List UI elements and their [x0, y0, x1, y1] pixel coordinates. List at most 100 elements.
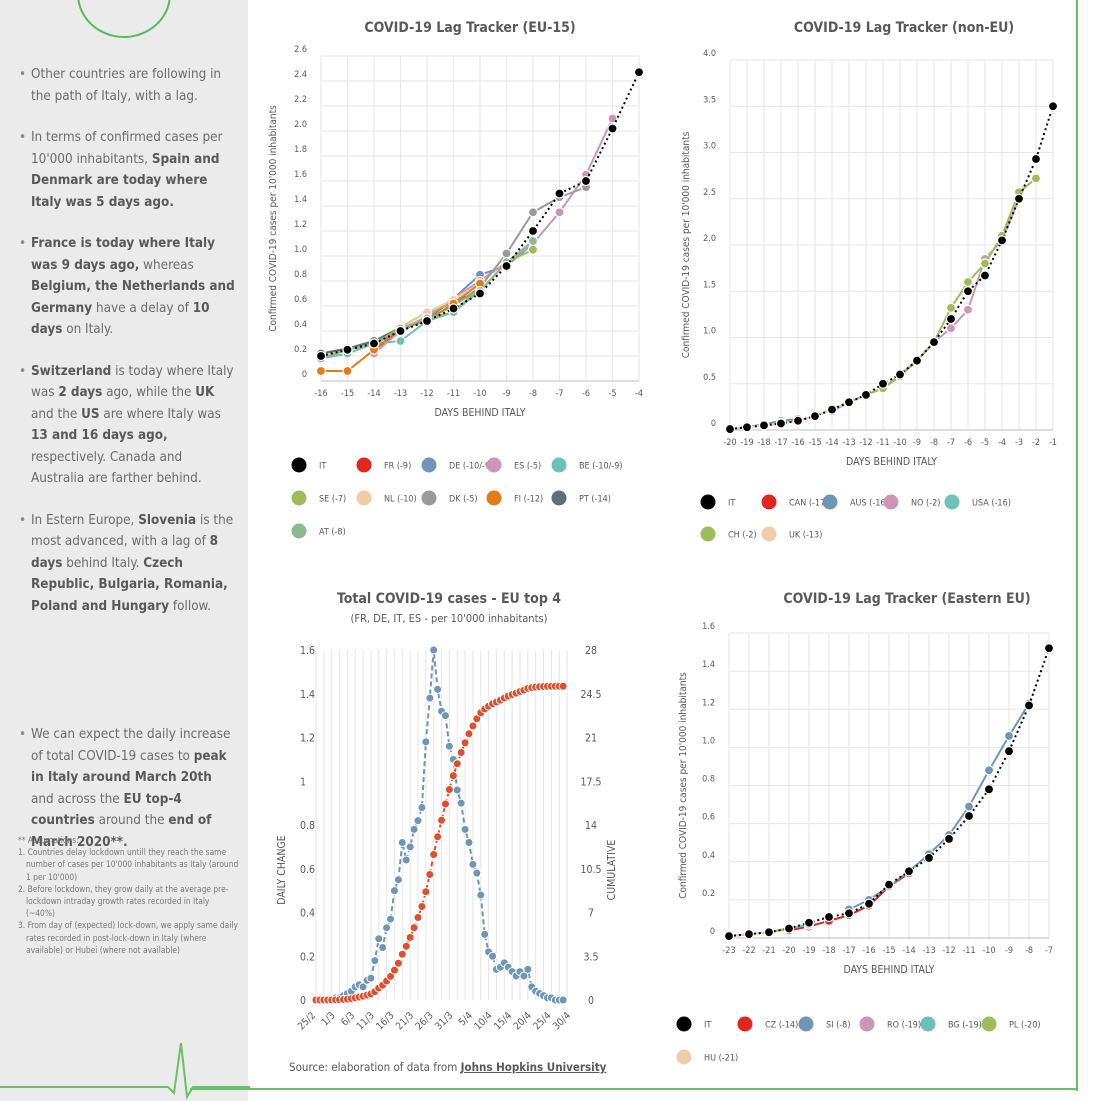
legend-label: CH (-2)	[728, 531, 757, 541]
data-point	[429, 850, 439, 859]
source-link[interactable]: Johns Hopkins University	[460, 1060, 607, 1074]
series-line	[729, 105, 1054, 431]
y2-tick-label: 21	[585, 733, 597, 745]
data-point	[444, 785, 454, 794]
y-tick-label: 1.8	[294, 145, 307, 155]
data-point	[378, 943, 388, 952]
y-tick-label: 1.2	[300, 733, 315, 745]
data-point	[433, 832, 443, 842]
x-tick-label: -19	[802, 946, 815, 956]
data-point	[826, 404, 838, 415]
x-tick-label: 25/2	[296, 1010, 318, 1032]
bullet-5: In Estern Europe, Slovenia is the most a…	[19, 510, 238, 618]
legend-label: CAN (-17)	[789, 499, 828, 509]
y-tick-label: 1.4	[300, 689, 315, 701]
x-tick-label: 26/3	[414, 1010, 436, 1032]
y-axis-title: Confirmed COVID-19 cases per 10'000 inha…	[681, 131, 692, 358]
data-point	[558, 681, 568, 691]
data-point	[1043, 643, 1055, 654]
x-tick-label: -8	[930, 438, 938, 448]
data-point	[342, 344, 353, 355]
data-point	[464, 838, 474, 847]
data-point	[558, 995, 568, 1005]
y-axis-title: DAILY CHANGE	[276, 835, 288, 905]
y-tick-label: 1.0	[703, 327, 716, 337]
data-point	[792, 415, 804, 426]
legend-marker	[859, 1016, 875, 1032]
legend-label: BE (-10/-9)	[579, 462, 623, 472]
source-note: Source: elaboration of data from Johns H…	[289, 1060, 606, 1074]
data-point	[580, 175, 592, 187]
data-point	[448, 771, 458, 781]
data-point	[523, 964, 533, 974]
data-point	[877, 378, 889, 389]
y-tick-label: 1.6	[702, 622, 715, 632]
data-point	[963, 810, 975, 822]
x-tick-label: 10/4	[473, 1010, 495, 1032]
frame-border-bottom	[190, 1088, 1078, 1090]
legend-marker	[356, 457, 372, 473]
data-point	[758, 420, 770, 431]
x-tick-label: -13	[394, 389, 407, 399]
data-point	[501, 248, 512, 259]
chart-top4: Total COVID-19 cases - EU top 4 (FR, DE, …	[276, 591, 618, 1032]
data-point	[401, 855, 411, 865]
data-point	[823, 911, 835, 923]
x-tick-label: -4	[998, 438, 1006, 448]
x-tick-label: -7	[1045, 946, 1053, 956]
data-point	[962, 276, 974, 288]
assumption-2: 2. Before lockdown, they grow daily at t…	[18, 883, 229, 919]
data-point	[741, 422, 753, 433]
bullet-4: Switzerland is today where Italy was 2 d…	[19, 361, 238, 490]
x-tick-label: -5	[608, 389, 616, 399]
x-tick-label: -15	[341, 389, 354, 399]
x-tick-label: -1	[1049, 438, 1057, 448]
y-tick-label: 0.4	[294, 320, 307, 330]
data-point	[393, 875, 403, 885]
x-tick-label: -13	[922, 946, 935, 956]
y-tick-label: 0.8	[300, 820, 315, 832]
data-point	[401, 941, 411, 951]
frame-border-right	[1076, 0, 1078, 1091]
legend-label: SI (-8)	[826, 1021, 851, 1031]
data-point	[440, 711, 450, 721]
data-point	[763, 927, 775, 938]
legend-marker	[981, 1016, 997, 1032]
legend-label: USA (-16)	[972, 499, 1011, 509]
data-point	[468, 859, 478, 869]
x-axis-title: DAYS BEHIND ITALY	[434, 407, 525, 419]
x-tick-label: -17	[774, 438, 787, 448]
y-tick-label: 1.4	[294, 195, 307, 205]
data-point	[724, 423, 736, 435]
data-point	[607, 113, 618, 124]
x-tick-label: 25/4	[531, 1010, 553, 1032]
data-point	[883, 879, 895, 890]
y2-tick-label: 10.5	[580, 864, 601, 876]
data-point	[923, 852, 935, 864]
legend-marker	[761, 494, 777, 510]
chart-title: Total COVID-19 cases - EU top 4	[337, 591, 561, 607]
legend-marker	[486, 457, 502, 473]
legend-label: IT	[728, 499, 735, 509]
data-point	[963, 801, 975, 812]
sidebar: Other countries are following in the pat…	[0, 0, 248, 1101]
x-tick-label: 16/3	[375, 1010, 397, 1032]
x-tick-label: -21	[762, 946, 775, 956]
y2-tick-label: 14	[585, 820, 597, 832]
x-tick-label: -16	[862, 946, 875, 956]
x-tick-label: -12	[942, 946, 955, 956]
y-tick-label: 1.2	[294, 220, 307, 230]
data-point	[460, 738, 470, 748]
chart-easteu: COVID-19 Lag Tracker (Eastern EU) 0 0.2 0.4…	[676, 591, 1055, 1065]
data-point	[979, 270, 991, 281]
x-tick-label: 20/4	[512, 1010, 534, 1032]
y-tick-label: 1.6	[294, 170, 307, 180]
data-point	[1030, 153, 1042, 165]
data-point	[395, 325, 406, 337]
data-point	[409, 824, 419, 834]
x-tick-label: -7	[947, 438, 955, 448]
x-axis-title: DAYS BEHIND ITALY	[843, 964, 934, 976]
y-tick-label: 2.2	[294, 95, 307, 105]
x-tick-label: -19	[740, 438, 753, 448]
data-point	[945, 323, 957, 334]
